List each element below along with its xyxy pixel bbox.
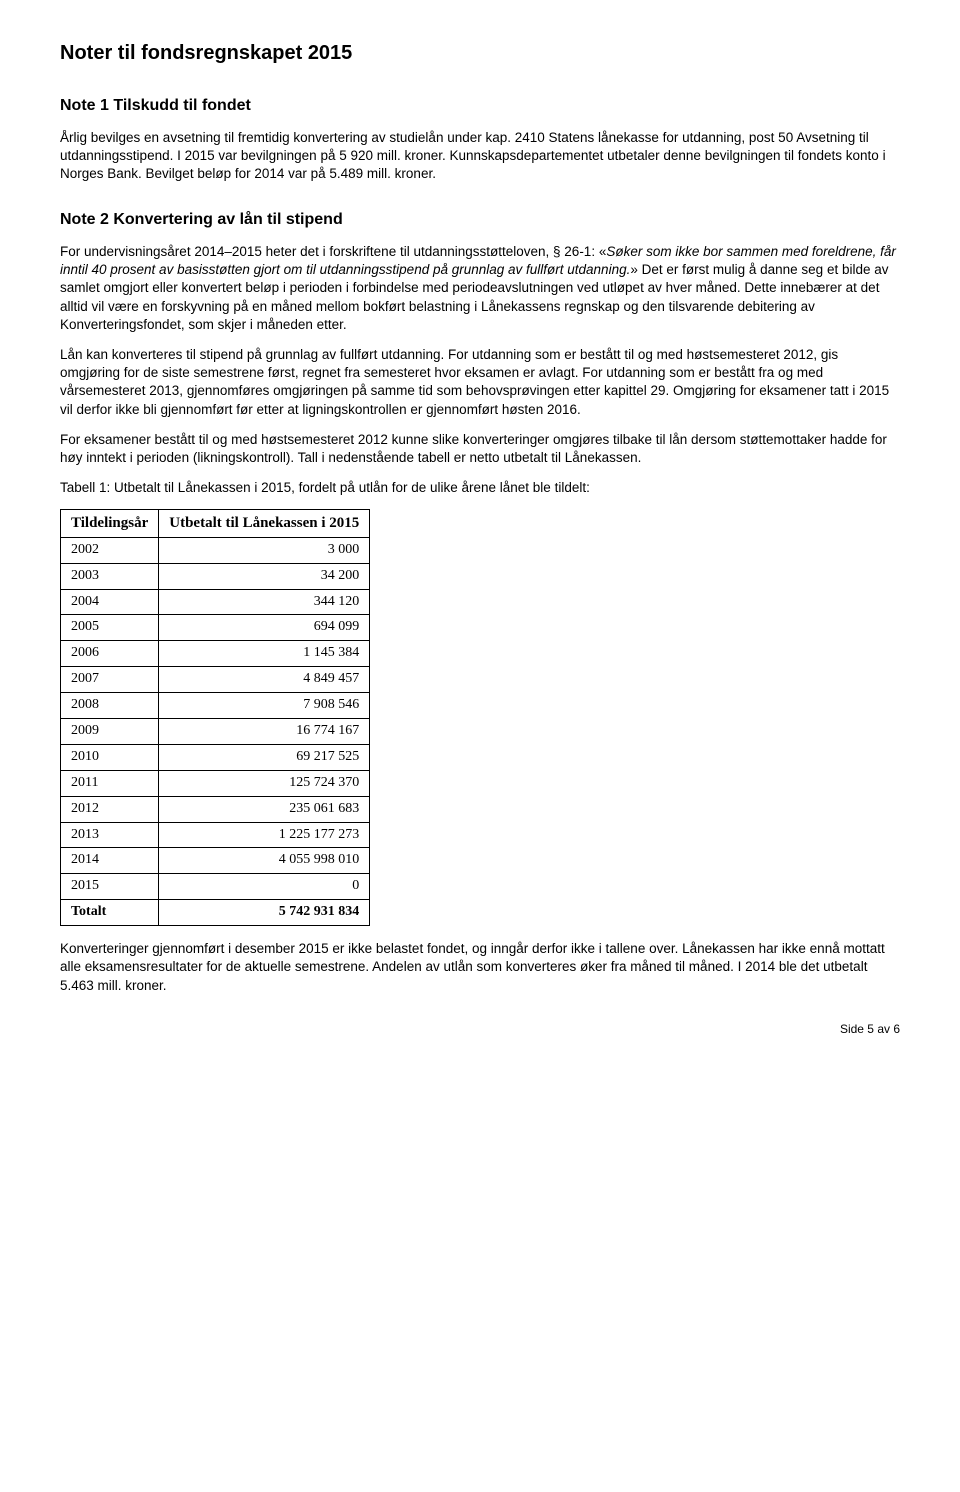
table-row: 20087 908 546 xyxy=(61,693,370,719)
cell-year: 2010 xyxy=(61,744,159,770)
table-row: 20144 055 998 010 xyxy=(61,848,370,874)
cell-value: 694 099 xyxy=(159,615,370,641)
table-row: 200916 774 167 xyxy=(61,718,370,744)
cell-year: 2002 xyxy=(61,537,159,563)
table-row: 20023 000 xyxy=(61,537,370,563)
table-row: 20074 849 457 xyxy=(61,667,370,693)
table-caption: Tabell 1: Utbetalt til Lånekassen i 2015… xyxy=(60,479,900,497)
note-2-paragraph-1: For undervisningsåret 2014–2015 heter de… xyxy=(60,243,900,334)
cell-value: 344 120 xyxy=(159,589,370,615)
table-total-row: Totalt5 742 931 834 xyxy=(61,900,370,926)
table-row: 20061 145 384 xyxy=(61,641,370,667)
cell-value: 3 000 xyxy=(159,537,370,563)
table-header-row: Tildelingsår Utbetalt til Lånekassen i 2… xyxy=(61,510,370,537)
cell-year: 2009 xyxy=(61,718,159,744)
cell-value: 1 145 384 xyxy=(159,641,370,667)
table-row: 2005694 099 xyxy=(61,615,370,641)
note-2-section: Note 2 Konvertering av lån til stipend F… xyxy=(60,209,900,994)
cell-year: 2014 xyxy=(61,848,159,874)
cell-value: 7 908 546 xyxy=(159,693,370,719)
note-1-section: Note 1 Tilskudd til fondet Årlig bevilge… xyxy=(60,95,900,183)
table-row: 20150 xyxy=(61,874,370,900)
cell-total-value: 5 742 931 834 xyxy=(159,900,370,926)
cell-year: 2003 xyxy=(61,563,159,589)
col-header-value: Utbetalt til Lånekassen i 2015 xyxy=(159,510,370,537)
cell-year: 2011 xyxy=(61,770,159,796)
note-1-heading: Note 1 Tilskudd til fondet xyxy=(60,95,900,117)
cell-year: 2008 xyxy=(61,693,159,719)
note-2-paragraph-3: For eksamener bestått til og med høstsem… xyxy=(60,431,900,467)
table-row: 201069 217 525 xyxy=(61,744,370,770)
note-2-paragraph-4: Konverteringer gjennomført i desember 20… xyxy=(60,940,900,995)
table-row: 20131 225 177 273 xyxy=(61,822,370,848)
table-row: 2012235 061 683 xyxy=(61,796,370,822)
cell-total-label: Totalt xyxy=(61,900,159,926)
note-2-paragraph-2: Lån kan konverteres til stipend på grunn… xyxy=(60,346,900,419)
cell-value: 69 217 525 xyxy=(159,744,370,770)
cell-value: 34 200 xyxy=(159,563,370,589)
note-1-paragraph: Årlig bevilges en avsetning til fremtidi… xyxy=(60,129,900,184)
cell-value: 4 849 457 xyxy=(159,667,370,693)
cell-year: 2013 xyxy=(61,822,159,848)
cell-value: 1 225 177 273 xyxy=(159,822,370,848)
cell-value: 4 055 998 010 xyxy=(159,848,370,874)
cell-value: 16 774 167 xyxy=(159,718,370,744)
cell-year: 2006 xyxy=(61,641,159,667)
col-header-year: Tildelingsår xyxy=(61,510,159,537)
cell-year: 2012 xyxy=(61,796,159,822)
page-footer: Side 5 av 6 xyxy=(60,1021,900,1037)
note-2-heading: Note 2 Konvertering av lån til stipend xyxy=(60,209,900,231)
table-row: 2004344 120 xyxy=(61,589,370,615)
payout-table: Tildelingsår Utbetalt til Lånekassen i 2… xyxy=(60,509,370,926)
table-row: 2011125 724 370 xyxy=(61,770,370,796)
cell-value: 235 061 683 xyxy=(159,796,370,822)
cell-year: 2007 xyxy=(61,667,159,693)
cell-year: 2005 xyxy=(61,615,159,641)
cell-year: 2015 xyxy=(61,874,159,900)
cell-value: 0 xyxy=(159,874,370,900)
page-title: Noter til fondsregnskapet 2015 xyxy=(60,40,900,67)
table-row: 200334 200 xyxy=(61,563,370,589)
cell-year: 2004 xyxy=(61,589,159,615)
cell-value: 125 724 370 xyxy=(159,770,370,796)
note-2-p1-pre: For undervisningsåret 2014–2015 heter de… xyxy=(60,244,606,259)
